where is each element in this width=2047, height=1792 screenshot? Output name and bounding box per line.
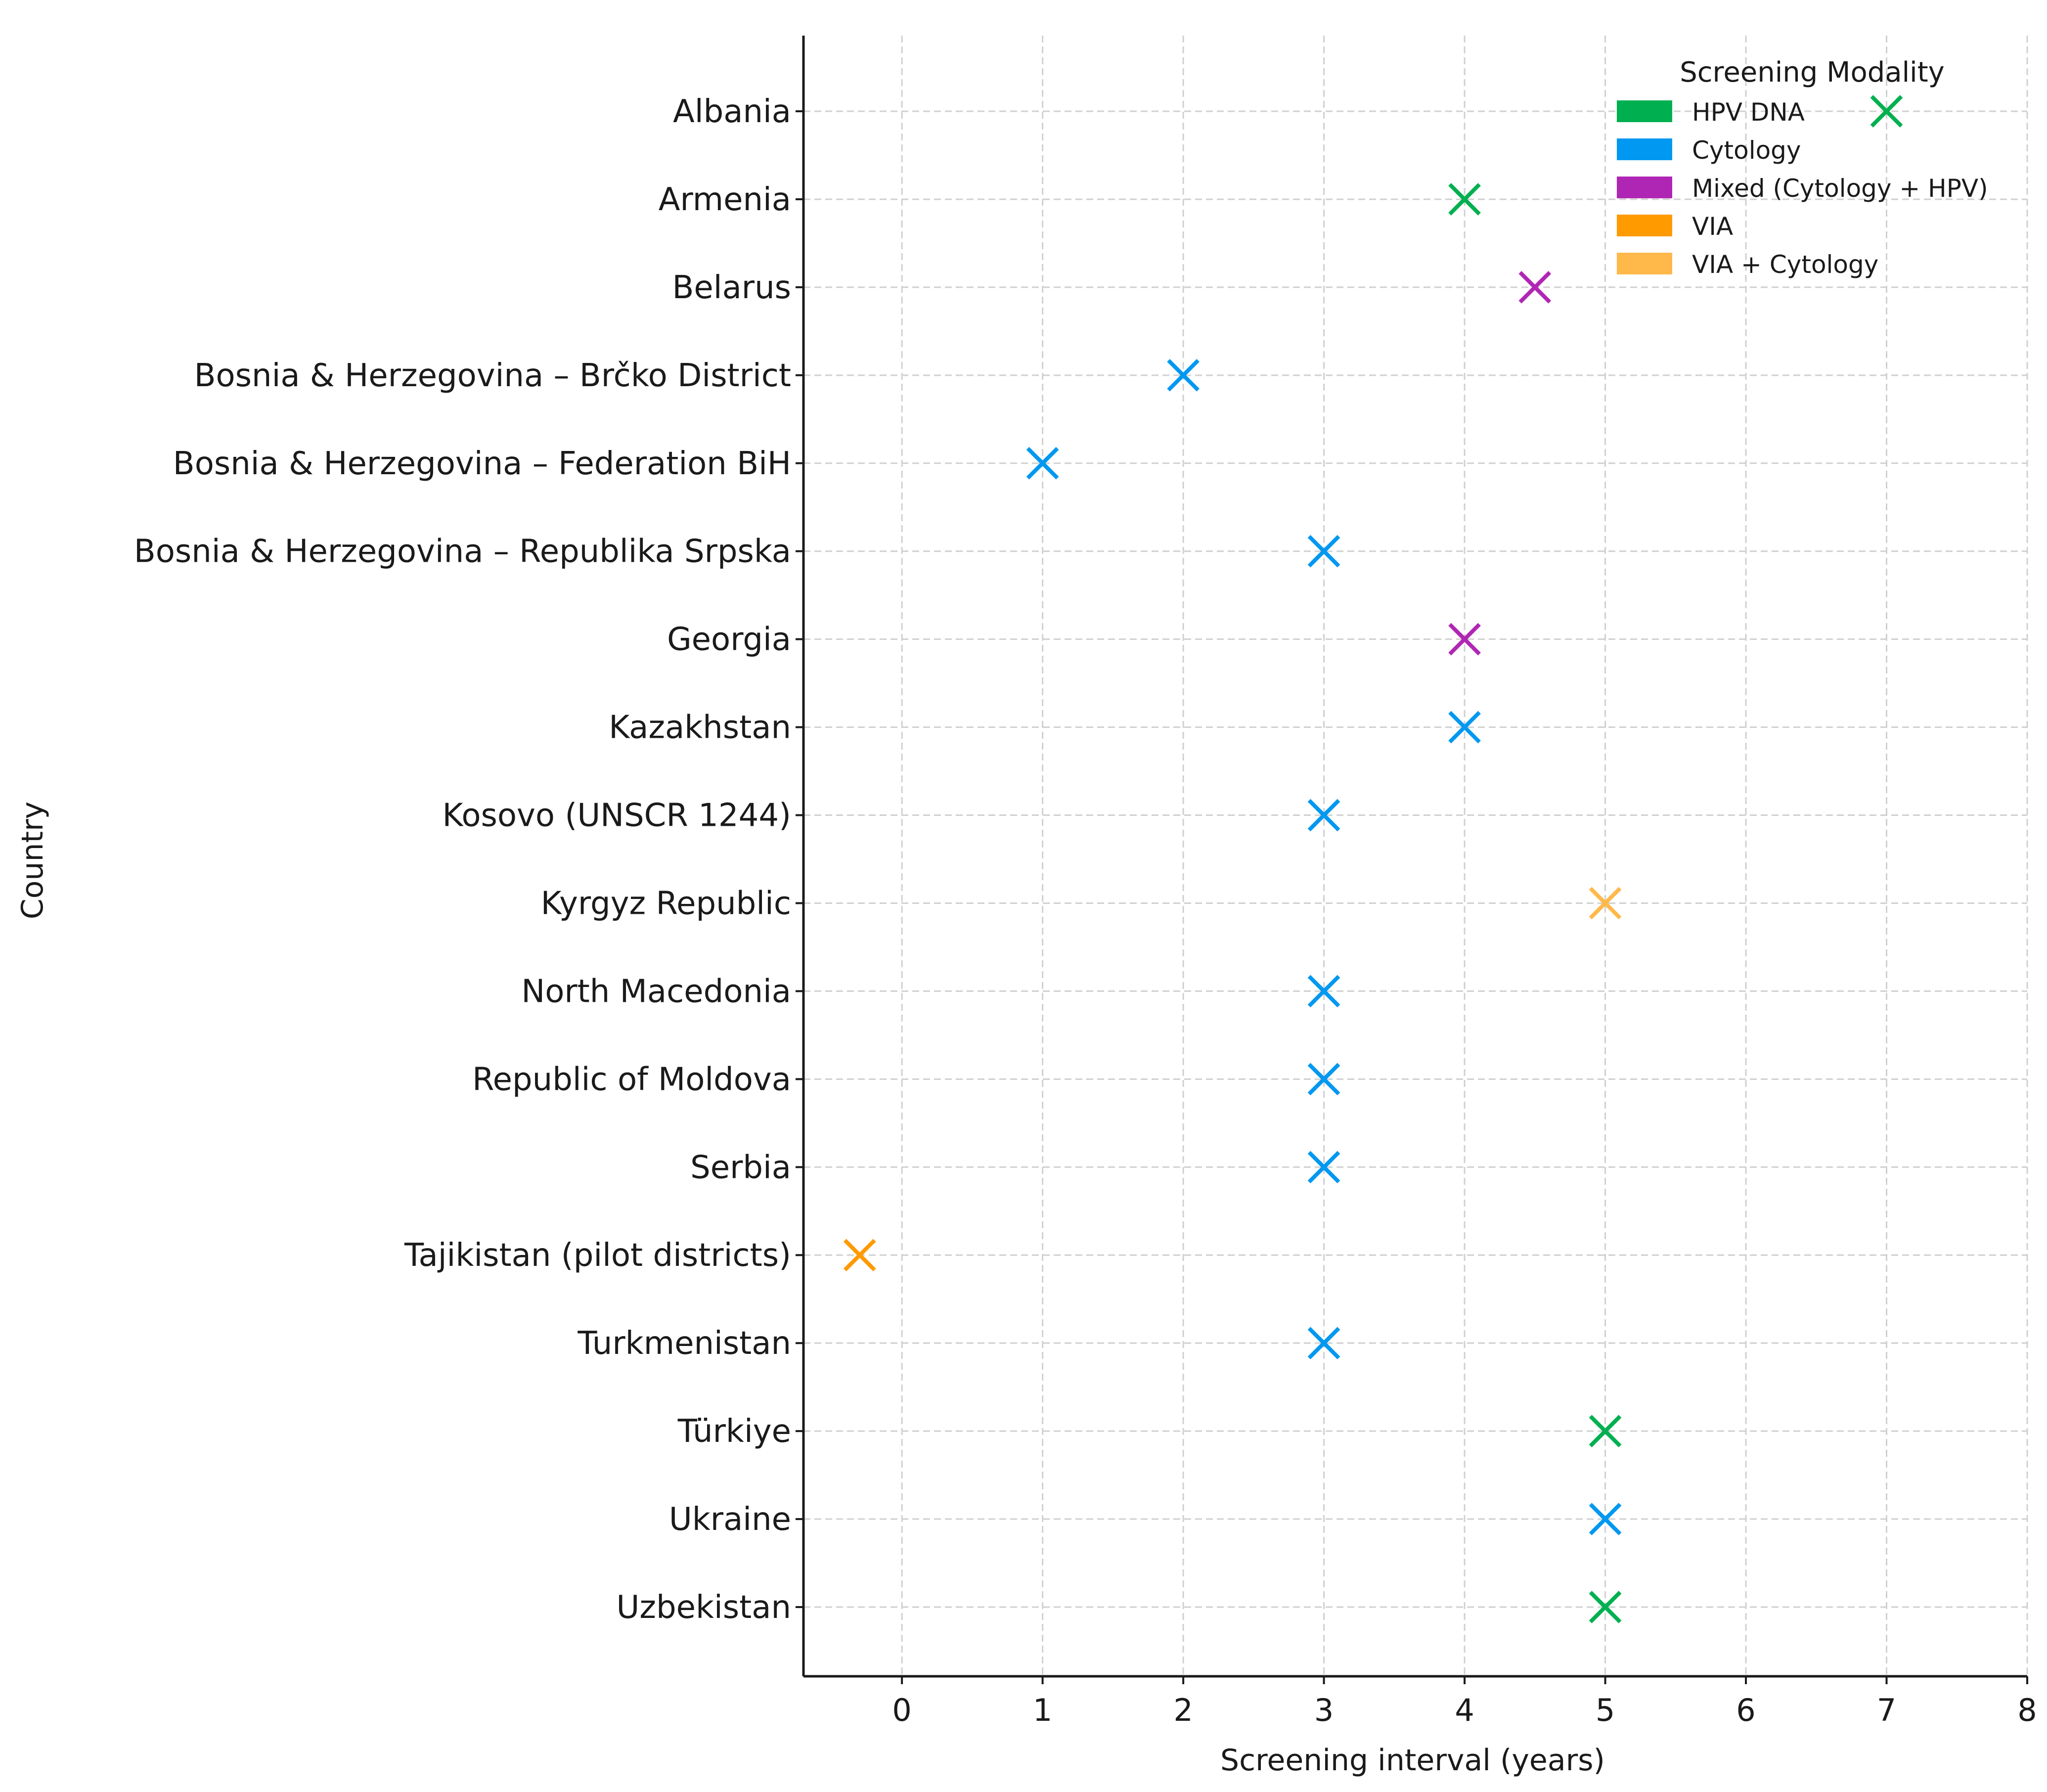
marker-stroke [1589, 1591, 1622, 1623]
legend-swatch [1617, 253, 1672, 274]
marker-stroke [1870, 95, 1903, 128]
data-point-marker [1307, 1151, 1340, 1184]
data-point-marker [1448, 183, 1481, 216]
x-tick-label: 2 [1173, 1692, 1193, 1728]
y-tick-label: Kosovo (UNSCR 1244) [443, 798, 791, 834]
data-point-marker [1589, 1415, 1622, 1447]
data-point-marker [1589, 1503, 1622, 1535]
marker-stroke [1448, 623, 1481, 656]
data-point-marker [1307, 1063, 1340, 1096]
y-tick-label: Uzbekistan [617, 1589, 792, 1626]
legend-label: VIA + Cytology [1692, 250, 1878, 279]
marker-stroke [1307, 799, 1340, 832]
ticks: 0 1 2 3 4 5 6 7 8 Albania Armenia Belarus Bosnia & H… [134, 93, 2037, 1728]
y-tick-label: Türkiye [677, 1413, 791, 1450]
marker-stroke [1448, 183, 1481, 216]
data-point-marker [1307, 535, 1340, 568]
data-point-marker [1448, 623, 1481, 656]
data-point-marker [1307, 975, 1340, 1008]
y-tick-label: Tajikistan (pilot districts) [404, 1237, 791, 1274]
legend: Screening Modality HPV DNA Cytology Mixed (… [1617, 56, 1988, 279]
legend-label: Mixed (Cytology + HPV) [1692, 174, 1988, 203]
marker-stroke [1307, 535, 1340, 568]
marker-stroke [1167, 358, 1200, 392]
data-point-marker [1307, 1327, 1340, 1360]
data-point-marker [1518, 271, 1552, 304]
marker-stroke [1448, 711, 1481, 744]
marker-stroke [1307, 1063, 1340, 1096]
y-tick-label: Albania [673, 93, 791, 130]
legend-title: Screening Modality [1680, 56, 1945, 89]
y-tick-label: Belarus [672, 269, 792, 306]
y-tick-label: Kazakhstan [609, 710, 791, 746]
x-tick-label: 3 [1314, 1692, 1334, 1728]
y-tick-label: Georgia [667, 622, 791, 658]
y-tick-label: Kyrgyz Republic [541, 885, 791, 922]
x-tick-label: 1 [1033, 1692, 1052, 1728]
marker-stroke [1589, 1415, 1622, 1447]
y-tick-label: North Macedonia [521, 973, 791, 1010]
y-tick-label: Bosnia & Herzegovina – Brčko District [194, 358, 791, 394]
x-tick-label: 0 [892, 1692, 911, 1728]
axes [802, 36, 2027, 1678]
marker-stroke [1307, 1151, 1340, 1184]
data-point-marker [1448, 711, 1481, 744]
x-axis-title: Screening interval (years) [1220, 1743, 1605, 1778]
legend-swatch [1617, 100, 1672, 122]
legend-label: Cytology [1692, 136, 1801, 165]
data-point-marker [1589, 887, 1622, 920]
y-tick-label: Ukraine [669, 1501, 791, 1538]
data-point-marker [1167, 358, 1200, 392]
legend-swatch [1617, 215, 1672, 236]
marker-stroke [1589, 1503, 1622, 1535]
y-tick-label: Serbia [690, 1149, 791, 1186]
x-tick-label: 5 [1596, 1692, 1615, 1728]
data-point-marker [1026, 447, 1059, 480]
x-tick-label: 7 [1877, 1692, 1896, 1728]
marker-stroke [843, 1239, 876, 1272]
y-tick-label: Bosnia & Herzegovina – Federation BiH [173, 446, 791, 482]
marker-stroke [1589, 887, 1622, 920]
data-point-marker [843, 1239, 876, 1272]
x-tick-label: 8 [2017, 1692, 2037, 1728]
y-axis-title: Country [15, 802, 50, 919]
legend-label: HPV DNA [1692, 98, 1805, 127]
legend-swatch [1617, 177, 1672, 198]
marker-stroke [1307, 1327, 1340, 1360]
marker-stroke [1518, 271, 1552, 304]
y-tick-label: Republic of Moldova [472, 1061, 791, 1098]
marker-stroke [1026, 447, 1059, 480]
grid [803, 36, 2028, 1676]
data-points [843, 95, 1903, 1623]
marker-stroke [1307, 975, 1340, 1008]
legend-label: VIA [1692, 212, 1733, 241]
data-point-marker [1589, 1591, 1622, 1623]
y-tick-label: Turkmenistan [577, 1325, 791, 1362]
x-tick-label: 6 [1736, 1692, 1755, 1728]
data-point-marker [1870, 95, 1903, 128]
legend-swatch [1617, 138, 1672, 160]
data-point-marker [1307, 799, 1340, 832]
y-tick-label: Armenia [659, 181, 791, 218]
y-tick-label: Bosnia & Herzegovina – Republika Srpska [134, 534, 791, 570]
x-tick-label: 4 [1455, 1692, 1474, 1728]
